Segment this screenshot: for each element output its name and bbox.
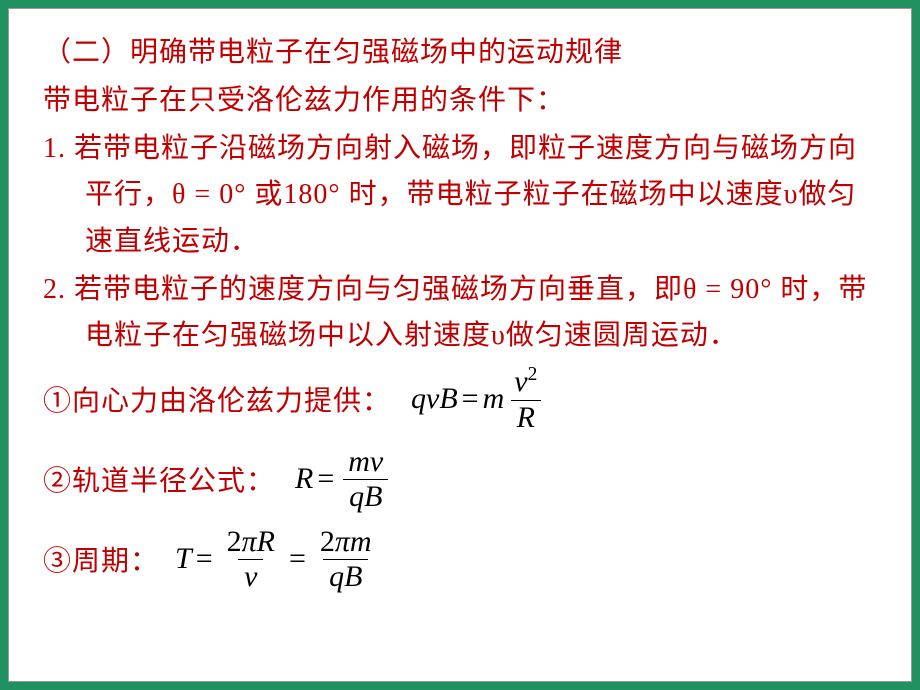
formula-expr-3: T = 2πR v = 2πm qB	[175, 526, 382, 593]
frac-den-3a: v	[238, 559, 263, 593]
formula-row-period: ③周期： T = 2πR v = 2πm qB	[43, 519, 877, 599]
formula-lhs-2: R	[295, 462, 313, 496]
rule-item-1: 1. 若带电粒子沿磁场方向射入磁场，即粒子速度方向与磁场方向平行，θ = 0° …	[43, 126, 877, 265]
equals-icon: =	[285, 542, 310, 576]
formula-prefix-1: m	[483, 382, 505, 416]
formula-row-radius: ②轨道半径公式： R = mv qB	[43, 439, 877, 519]
fraction-3a: 2πR v	[221, 526, 281, 593]
frac-num-3a: 2πR	[221, 526, 281, 560]
section-heading: （二）明确带电粒子在匀强磁场中的运动规律	[43, 29, 877, 77]
formula-lhs-3: T	[175, 542, 192, 576]
rule-item-1-text: 1. 若带电粒子沿磁场方向射入磁场，即粒子速度方向与磁场方向平行，θ = 0° …	[43, 126, 877, 265]
frac-den-2: qB	[343, 479, 388, 513]
equals-icon: =	[313, 462, 338, 496]
formula-lhs-1: qvB	[411, 382, 458, 416]
formula-row-centripetal: ①向心力由洛伦兹力提供： qvB = m v2 R	[43, 359, 877, 439]
formula-expr-1: qvB = m v2 R	[411, 365, 547, 433]
formula-expr-2: R = mv qB	[295, 446, 393, 513]
rule-item-2-text: 2. 若带电粒子的速度方向与匀强磁场方向垂直，即θ = 90° 时，带电粒子在匀…	[43, 267, 877, 359]
fraction-3b: 2πm qB	[314, 526, 378, 593]
formula-label-2: ②轨道半径公式：	[43, 459, 275, 499]
equals-icon: =	[458, 382, 483, 416]
formula-label-3: ③周期：	[43, 539, 159, 579]
formula-label-1: ①向心力由洛伦兹力提供：	[43, 379, 391, 419]
condition-subtitle: 带电粒子在只受洛伦兹力作用的条件下：	[43, 77, 877, 125]
rule-item-2: 2. 若带电粒子的速度方向与匀强磁场方向垂直，即θ = 90° 时，带电粒子在匀…	[43, 267, 877, 359]
fraction-1: v2 R	[508, 365, 543, 433]
frac-num-2: mv	[342, 446, 389, 480]
frac-num-3b: 2πm	[314, 526, 378, 560]
frac-den-1: R	[511, 400, 541, 434]
slide: （二）明确带电粒子在匀强磁场中的运动规律 带电粒子在只受洛伦兹力作用的条件下： …	[8, 8, 912, 682]
frac-den-3b: qB	[323, 559, 368, 593]
frac-num-1: v2	[508, 365, 543, 400]
fraction-2: mv qB	[342, 446, 389, 513]
equals-icon: =	[192, 542, 217, 576]
